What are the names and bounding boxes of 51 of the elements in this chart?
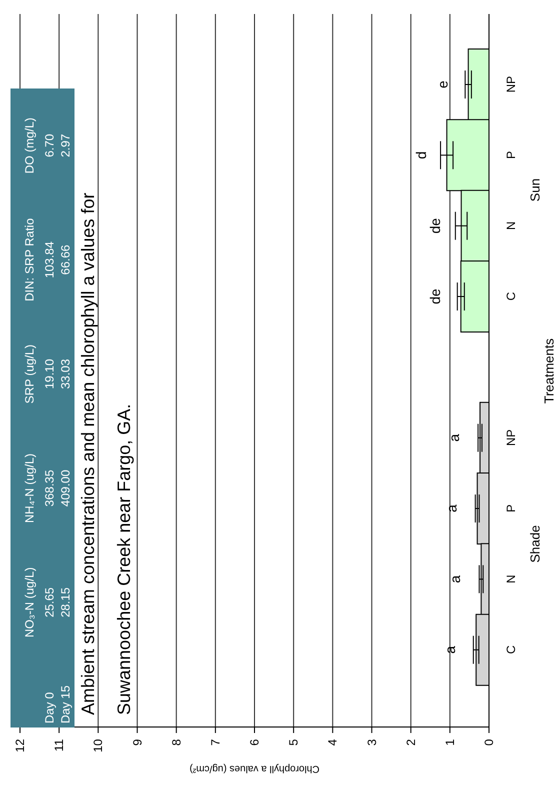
x-tick-label: 4: [326, 738, 340, 746]
text: 28.15: [58, 587, 72, 618]
x-tick-label: 9: [130, 738, 144, 746]
y-tick-label: NP: [504, 429, 518, 446]
x-tick-label: 5: [286, 738, 301, 746]
y-tick-label: NP: [504, 76, 518, 93]
x-tick-label: 12: [13, 738, 27, 752]
text: Sun: [528, 178, 542, 202]
text: Shade: [528, 524, 542, 562]
y-axis-title: Treatments: [542, 338, 556, 404]
y-tick-label: N: [504, 574, 518, 584]
x-tick-label: 11: [52, 738, 66, 752]
x-tick-label: 3: [364, 738, 379, 746]
category-label: Day 0: [42, 692, 56, 724]
y-tick-label: C: [504, 292, 518, 301]
x-tick-label: 0: [482, 738, 496, 746]
data-label: e: [434, 80, 450, 88]
category-label: SRP (ug/L): [22, 343, 36, 406]
x-tick-label: 6: [248, 738, 262, 746]
text: 25.65: [42, 587, 56, 618]
text: 103.84: [42, 241, 56, 278]
data-label: de: [427, 218, 444, 234]
x-tick-label: 7: [208, 738, 222, 746]
text: 33.03: [58, 359, 72, 390]
category-label: NH₄-N (ug/L): [22, 452, 36, 526]
x-tick-label: 10: [91, 738, 106, 752]
text: 2.97: [58, 134, 72, 158]
text: 6.70: [42, 134, 56, 158]
data-label: a: [447, 575, 464, 584]
x-tick-label: 1: [442, 738, 457, 746]
x-axis-title: Chlorophyll a values (ug/cm²): [188, 763, 321, 774]
y-tick-label: N: [504, 221, 518, 230]
category-label: NO₃-N (ug/L): [22, 566, 36, 640]
data-label: a: [443, 504, 460, 512]
category-label: Day 15: [58, 685, 72, 724]
text: 368.35: [42, 470, 56, 507]
y-tick-label: P: [504, 150, 518, 160]
y-tick-label: P: [504, 504, 518, 512]
x-tick-label: 8: [169, 738, 184, 746]
data-label: a: [442, 646, 458, 654]
text: 66.66: [58, 244, 72, 275]
text: Ambient stream concentrations and mean chlorophyll a values for Suwannoochee Creek near Fargo, GA.: [78, 192, 134, 715]
data-label: a: [446, 434, 462, 442]
category-label: DIN: SRP Ratio: [22, 217, 36, 304]
data-label: d: [412, 151, 429, 160]
x-tick-label: 2: [404, 738, 418, 746]
data-label: de: [426, 288, 443, 304]
category-label: DO (mg/L): [22, 116, 36, 176]
text: 409.00: [58, 470, 72, 507]
y-tick-label: C: [504, 645, 518, 654]
text: 19.10: [42, 359, 56, 390]
